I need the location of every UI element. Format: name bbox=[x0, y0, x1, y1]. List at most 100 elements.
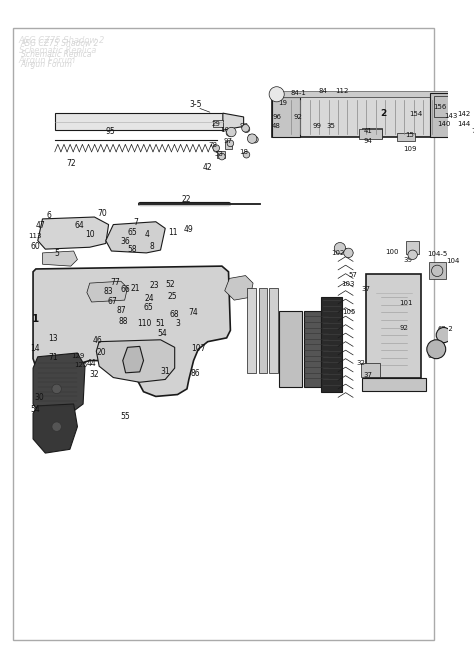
Text: 31: 31 bbox=[160, 368, 170, 376]
Bar bbox=[429, 93, 453, 137]
Text: 84: 84 bbox=[319, 89, 328, 95]
Bar bbox=[321, 297, 342, 392]
Text: 4: 4 bbox=[145, 230, 150, 239]
Circle shape bbox=[52, 422, 61, 431]
Text: 76: 76 bbox=[472, 128, 474, 134]
Text: 144: 144 bbox=[457, 122, 470, 128]
Polygon shape bbox=[223, 113, 244, 130]
Circle shape bbox=[227, 127, 236, 137]
Text: 1: 1 bbox=[32, 314, 39, 324]
Text: 92: 92 bbox=[400, 325, 409, 331]
Circle shape bbox=[226, 130, 233, 136]
Bar bbox=[247, 288, 256, 373]
Text: 113: 113 bbox=[28, 233, 42, 239]
Text: 19: 19 bbox=[278, 99, 287, 106]
Text: 32: 32 bbox=[90, 370, 99, 379]
Polygon shape bbox=[33, 353, 85, 415]
Text: 97: 97 bbox=[223, 138, 232, 144]
Text: 57: 57 bbox=[349, 271, 357, 278]
Bar bbox=[259, 288, 267, 373]
Text: 20: 20 bbox=[96, 347, 106, 357]
Text: 65: 65 bbox=[143, 303, 153, 312]
Text: 74: 74 bbox=[189, 308, 199, 317]
Circle shape bbox=[219, 153, 225, 160]
Text: 88: 88 bbox=[119, 317, 128, 327]
Text: 3-5: 3-5 bbox=[189, 100, 202, 109]
Text: 52: 52 bbox=[165, 280, 175, 288]
Text: 106: 106 bbox=[220, 127, 233, 133]
Text: 8: 8 bbox=[150, 242, 155, 251]
Text: 24: 24 bbox=[145, 294, 154, 302]
Text: 95: 95 bbox=[106, 126, 115, 136]
Text: 104-5: 104-5 bbox=[427, 251, 447, 257]
Polygon shape bbox=[123, 346, 144, 373]
Bar bbox=[366, 274, 421, 378]
Text: 51: 51 bbox=[156, 319, 165, 328]
Text: 55: 55 bbox=[121, 412, 130, 421]
Text: 101: 101 bbox=[399, 300, 413, 306]
Bar bbox=[359, 129, 383, 138]
Text: 100: 100 bbox=[385, 249, 399, 255]
Circle shape bbox=[227, 140, 234, 146]
Text: 60: 60 bbox=[30, 242, 40, 251]
Text: ASG CZ75 Shadow 2: ASG CZ75 Shadow 2 bbox=[21, 40, 99, 48]
Text: 66: 66 bbox=[121, 285, 130, 294]
Text: 53: 53 bbox=[215, 151, 224, 157]
Text: Airgun Forum: Airgun Forum bbox=[21, 60, 73, 69]
Text: 62-2: 62-2 bbox=[438, 327, 454, 333]
Text: 36: 36 bbox=[121, 237, 130, 246]
Text: 105: 105 bbox=[343, 309, 356, 315]
Text: 104: 104 bbox=[447, 259, 460, 264]
Circle shape bbox=[334, 243, 346, 254]
Text: 65: 65 bbox=[128, 228, 137, 237]
Bar bbox=[428, 262, 446, 280]
Polygon shape bbox=[87, 282, 128, 302]
Text: 77: 77 bbox=[110, 278, 120, 287]
Text: 46: 46 bbox=[92, 336, 102, 345]
Text: 93: 93 bbox=[247, 134, 256, 140]
Text: 70: 70 bbox=[97, 209, 107, 218]
Text: 64: 64 bbox=[74, 221, 84, 230]
Text: 68: 68 bbox=[170, 310, 180, 319]
Text: 29: 29 bbox=[212, 120, 221, 126]
Text: 21: 21 bbox=[130, 284, 140, 293]
Bar bbox=[406, 241, 419, 254]
Polygon shape bbox=[106, 222, 165, 253]
Text: 87: 87 bbox=[116, 306, 126, 315]
Circle shape bbox=[213, 144, 219, 151]
Text: 49: 49 bbox=[184, 225, 194, 234]
Text: 13: 13 bbox=[48, 335, 58, 343]
Text: 39: 39 bbox=[403, 257, 412, 263]
Text: 3: 3 bbox=[175, 319, 180, 328]
Text: 22: 22 bbox=[181, 195, 191, 204]
Text: 23: 23 bbox=[149, 282, 159, 290]
Text: 44: 44 bbox=[87, 359, 97, 368]
Text: 143: 143 bbox=[444, 113, 457, 119]
Text: 103: 103 bbox=[341, 281, 354, 287]
Circle shape bbox=[242, 124, 249, 132]
Text: 2: 2 bbox=[380, 109, 386, 118]
Text: 47: 47 bbox=[36, 221, 46, 230]
Text: 62: 62 bbox=[433, 339, 442, 345]
Bar bbox=[55, 113, 223, 130]
Text: 37: 37 bbox=[364, 372, 373, 378]
Text: 142: 142 bbox=[457, 111, 470, 117]
Text: 107: 107 bbox=[191, 344, 206, 353]
Text: 140: 140 bbox=[437, 122, 450, 128]
Text: 14: 14 bbox=[30, 344, 40, 353]
Circle shape bbox=[408, 250, 418, 259]
Bar bbox=[362, 128, 383, 138]
Text: 54: 54 bbox=[30, 405, 40, 414]
Text: 110: 110 bbox=[137, 319, 152, 328]
Text: 63: 63 bbox=[428, 353, 437, 359]
Text: 42: 42 bbox=[203, 163, 212, 173]
Text: Schematic Replica: Schematic Replica bbox=[19, 46, 96, 55]
Bar bbox=[272, 91, 453, 97]
Text: 18: 18 bbox=[239, 149, 248, 155]
Bar bbox=[397, 133, 416, 140]
Circle shape bbox=[247, 134, 257, 143]
Text: 96: 96 bbox=[272, 114, 281, 120]
Text: 5: 5 bbox=[54, 249, 59, 258]
Text: 41: 41 bbox=[364, 128, 373, 134]
Text: 25: 25 bbox=[168, 292, 178, 301]
